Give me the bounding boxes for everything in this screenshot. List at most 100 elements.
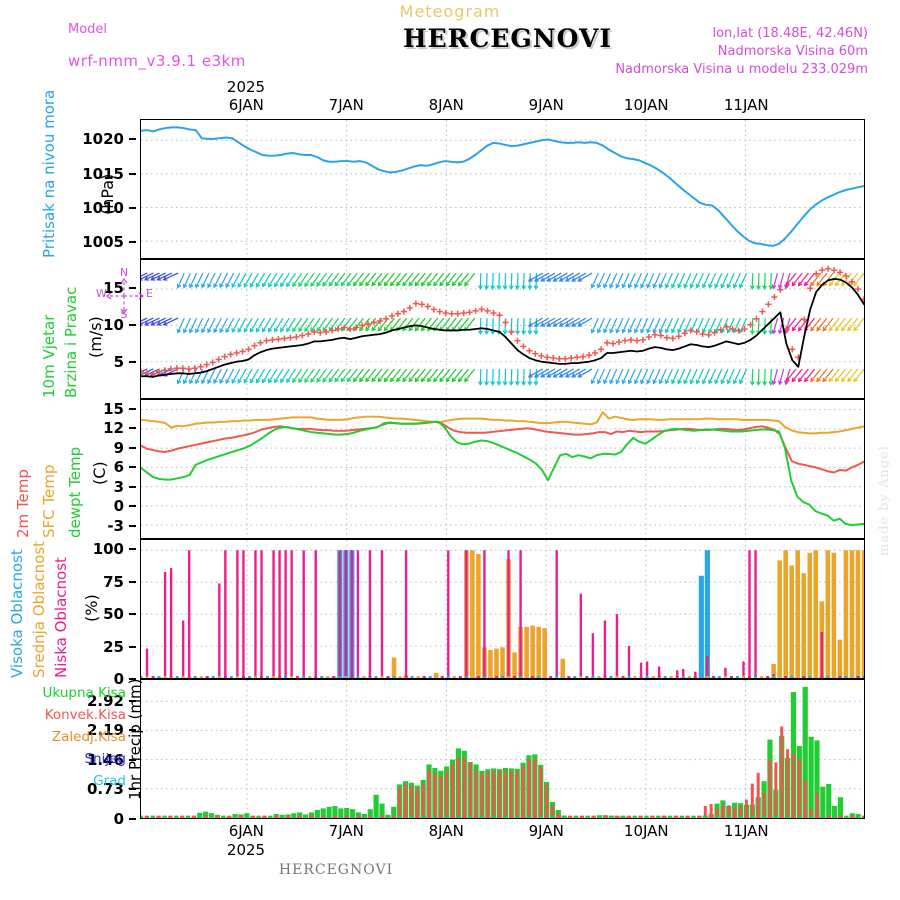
precip-legend-total: Ukupna Kisa bbox=[42, 685, 126, 701]
ytick-mark bbox=[129, 580, 136, 583]
date-tick-9jan: 9JAN bbox=[528, 96, 564, 114]
ytick-label: 10 bbox=[103, 316, 124, 335]
precip-legend-snow: Snijeg bbox=[84, 751, 126, 767]
ytick-mark bbox=[129, 138, 136, 141]
ytick-label: 25 bbox=[103, 637, 124, 656]
date-tick-7jan: 7JAN bbox=[328, 96, 364, 114]
wind-side-label-1: 10m Vjetar bbox=[40, 314, 58, 398]
wind-compass-rose: N S E W bbox=[96, 266, 158, 326]
ytick-mark bbox=[129, 466, 136, 469]
ytick-label: 1.46 bbox=[86, 750, 124, 769]
panel-cloud-cover bbox=[140, 539, 865, 679]
compass-east-icon: E bbox=[146, 287, 153, 300]
ytick-label: -3 bbox=[107, 516, 124, 535]
ytick-mark bbox=[129, 788, 136, 791]
ytick-label: 1005 bbox=[82, 232, 124, 251]
ytick-label: 2.19 bbox=[86, 721, 124, 740]
yaxis-pressure: 1005 1010 1015 1020 bbox=[78, 119, 136, 259]
ytick-label: 12 bbox=[103, 419, 124, 438]
ytick-mark bbox=[129, 240, 136, 243]
ytick-label: 0.73 bbox=[86, 780, 124, 799]
pressure-side-label: Pritisak na nivou mora bbox=[40, 89, 58, 258]
panel-temperature bbox=[140, 399, 865, 539]
temp-legend-sfc: SFC Temp bbox=[40, 464, 58, 538]
cloud-legend-low: Niska Oblacnost bbox=[52, 557, 70, 678]
precip-unit-label: 1hr Precip (mm) bbox=[126, 678, 144, 800]
date-tick-8jan: 8JAN bbox=[428, 96, 464, 114]
bottom-date-axis: 6JAN 7JAN 8JAN 9JAN 10JAN 11JAN bbox=[0, 822, 900, 842]
top-year-label: 2025 bbox=[226, 78, 266, 96]
watermark-text: made by Angel bbox=[877, 445, 892, 556]
yaxis-precip: 0 0.73 1.46 2.19 2.92 bbox=[62, 679, 136, 828]
footer-station-label: HERCEGNOVI bbox=[278, 862, 394, 878]
cloud-legend-mid: Srednja Oblacnost bbox=[30, 540, 48, 678]
wind-side-label-2: Brzina i Pravac bbox=[62, 286, 80, 398]
precip-legend-convective: Konvek.Kisa bbox=[44, 707, 126, 723]
precip-legend-freezing: Zaledj.Kisa bbox=[51, 729, 126, 745]
ytick-mark bbox=[129, 505, 136, 508]
model-elevation-text: Nadmorska Visina u modelu 233.029m bbox=[615, 62, 868, 77]
ytick-mark bbox=[129, 699, 136, 702]
ytick-label: 6 bbox=[113, 458, 124, 477]
ytick-mark bbox=[129, 324, 136, 327]
model-label: Model bbox=[68, 22, 108, 37]
date-tick-6jan: 6JAN bbox=[228, 96, 264, 114]
date-tick-8jan: 8JAN bbox=[428, 822, 464, 840]
temp-legend-2m: 2m Temp bbox=[14, 469, 32, 538]
ytick-mark bbox=[129, 729, 136, 732]
ytick-label: 1010 bbox=[82, 198, 124, 217]
ytick-label: 2.92 bbox=[86, 691, 124, 710]
date-tick-6jan: 6JAN bbox=[228, 822, 264, 840]
ytick-label: 9 bbox=[113, 438, 124, 457]
ytick-mark bbox=[129, 524, 136, 527]
ytick-label: 100 bbox=[92, 540, 124, 559]
panel-wind bbox=[140, 259, 865, 399]
pressure-unit-label: (hPa) bbox=[98, 173, 117, 215]
ytick-mark bbox=[129, 485, 136, 488]
yaxis-wind: 5 10 15 bbox=[78, 259, 136, 399]
yaxis-cloud: 0 25 50 75 100 bbox=[78, 539, 136, 688]
ytick-mark bbox=[129, 446, 136, 449]
ytick-label: 15 bbox=[103, 399, 124, 418]
panel-precipitation bbox=[140, 679, 865, 819]
lonlat-text: lon,lat (18.48E, 42.46N) bbox=[712, 26, 868, 41]
ytick-label: 1020 bbox=[82, 130, 124, 149]
ytick-label: 75 bbox=[103, 572, 124, 591]
ytick-label: 50 bbox=[103, 605, 124, 624]
date-tick-10jan: 10JAN bbox=[623, 96, 669, 114]
ytick-mark bbox=[129, 645, 136, 648]
date-tick-10jan: 10JAN bbox=[623, 822, 669, 840]
cloud-legend-high: Visoka Oblacnost bbox=[8, 549, 26, 678]
ytick-mark bbox=[129, 172, 136, 175]
model-name-value: wrf-nmm_v3.9.1 e3km bbox=[68, 52, 246, 70]
ytick-mark bbox=[129, 758, 136, 761]
ytick-label: 0 bbox=[113, 670, 124, 688]
ytick-mark bbox=[129, 206, 136, 209]
ytick-label: 3 bbox=[113, 477, 124, 496]
ytick-label: 0 bbox=[113, 810, 124, 828]
page-title: HERCEGNOVI bbox=[403, 24, 613, 53]
ytick-label: 0 bbox=[113, 497, 124, 516]
ytick-mark bbox=[129, 818, 136, 820]
precip-legend-hail: Grad bbox=[93, 773, 126, 789]
date-tick-11jan: 11JAN bbox=[723, 96, 769, 114]
temp-unit-label: (C) bbox=[90, 461, 109, 485]
bottom-year-label: 2025 bbox=[226, 841, 266, 859]
cloud-unit-label: (%) bbox=[82, 594, 101, 622]
compass-arrows-icon bbox=[106, 278, 144, 314]
compass-north-icon: N bbox=[119, 266, 129, 279]
ytick-label: 15 bbox=[103, 279, 124, 298]
top-date-axis: 6JAN 7JAN 8JAN 9JAN 10JAN 11JAN bbox=[0, 96, 900, 116]
meteogram-title: Meteogram bbox=[399, 2, 501, 21]
ytick-label: 1015 bbox=[82, 164, 124, 183]
date-tick-11jan: 11JAN bbox=[723, 822, 769, 840]
ytick-mark bbox=[129, 427, 136, 430]
yaxis-temperature: -3 0 3 6 9 12 15 bbox=[78, 399, 136, 539]
compass-west-icon: W bbox=[96, 287, 107, 300]
ytick-label: 5 bbox=[113, 353, 124, 372]
ytick-mark bbox=[129, 613, 136, 616]
ytick-mark bbox=[129, 548, 136, 551]
ytick-mark bbox=[129, 407, 136, 410]
compass-south-icon: S bbox=[120, 308, 128, 321]
ytick-mark bbox=[129, 678, 136, 680]
